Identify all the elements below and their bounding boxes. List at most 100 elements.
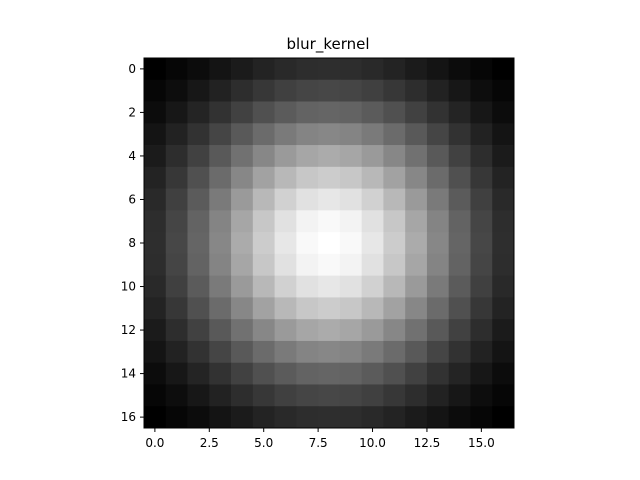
heatmap-cell xyxy=(470,297,493,320)
heatmap-cell xyxy=(470,210,493,233)
heatmap-cell xyxy=(165,58,188,81)
heatmap-cell xyxy=(361,210,384,233)
x-tick-label: 7.5 xyxy=(309,436,328,450)
heatmap-cell xyxy=(448,145,471,168)
heatmap-cell xyxy=(470,340,493,364)
heatmap-cell xyxy=(405,210,428,233)
heatmap-cell xyxy=(318,362,341,385)
heatmap-cell xyxy=(361,340,384,364)
heatmap-cell xyxy=(448,297,471,320)
heatmap-cell xyxy=(209,188,232,211)
heatmap-cell xyxy=(231,362,254,385)
heatmap-cell xyxy=(231,275,254,298)
heatmap-cell xyxy=(165,123,188,146)
heatmap-cell xyxy=(252,188,275,211)
heatmap-cell xyxy=(361,166,384,189)
heatmap-cell xyxy=(252,319,275,342)
heatmap-cell xyxy=(187,58,210,81)
heatmap-cell xyxy=(405,275,428,298)
heatmap-cell xyxy=(361,319,384,342)
heatmap-cell xyxy=(252,297,275,320)
heatmap-cell xyxy=(405,101,428,124)
heatmap-cell xyxy=(383,145,406,168)
heatmap-cell xyxy=(405,362,428,385)
heatmap-cell xyxy=(252,123,275,146)
heatmap-cell xyxy=(492,123,515,146)
heatmap-cell xyxy=(318,275,341,298)
heatmap-cell xyxy=(187,101,210,124)
heatmap-cell xyxy=(274,79,297,102)
heatmap-cell xyxy=(252,362,275,385)
x-tick-label: 10.0 xyxy=(359,436,386,450)
heatmap-cell xyxy=(144,145,167,168)
heatmap-cell xyxy=(405,340,428,364)
heatmap-cell xyxy=(209,319,232,342)
chart-title: blur_kernel xyxy=(286,35,369,54)
heatmap-cell xyxy=(492,362,515,385)
heatmap-cell xyxy=(448,101,471,124)
heatmap-cell xyxy=(318,210,341,233)
heatmap-cell xyxy=(383,210,406,233)
heatmap-cell xyxy=(187,210,210,233)
heatmap-cell xyxy=(231,297,254,320)
heatmap-cell xyxy=(187,166,210,189)
heatmap-cell xyxy=(492,188,515,211)
heatmap-cell xyxy=(209,79,232,102)
heatmap-cell xyxy=(448,166,471,189)
heatmap-cell xyxy=(252,145,275,168)
heatmap-cell xyxy=(274,123,297,146)
heatmap-cell xyxy=(426,362,450,385)
heatmap-cell xyxy=(144,384,167,407)
heatmap-cell xyxy=(426,79,450,102)
heatmap-cell xyxy=(274,406,297,429)
heatmap-cell xyxy=(165,362,188,385)
heatmap-cell xyxy=(318,79,341,102)
heatmap-cell xyxy=(405,253,428,277)
heatmap-cell xyxy=(383,101,406,124)
heatmap-cell xyxy=(405,145,428,168)
heatmap-cell xyxy=(209,166,232,189)
heatmap-cell xyxy=(144,210,167,233)
heatmap-cell xyxy=(426,101,450,124)
heatmap-cell xyxy=(144,340,167,364)
heatmap-cell xyxy=(209,297,232,320)
heatmap-cell xyxy=(231,319,254,342)
heatmap-cell xyxy=(318,319,341,342)
heatmap-cell xyxy=(165,340,188,364)
heatmap-cell xyxy=(296,79,319,102)
heatmap-cell xyxy=(252,253,275,277)
heatmap-cell xyxy=(318,123,341,146)
heatmap-cell xyxy=(361,58,384,81)
heatmap-cell xyxy=(274,319,297,342)
heatmap-cell xyxy=(339,406,363,429)
heatmap-cell xyxy=(144,166,167,189)
heatmap-cell xyxy=(339,384,363,407)
heatmap-cell xyxy=(383,275,406,298)
x-tick-label: 12.5 xyxy=(414,436,441,450)
heatmap-cell xyxy=(144,362,167,385)
heatmap-cell xyxy=(492,319,515,342)
heatmap-cell xyxy=(187,406,210,429)
heatmap-cell xyxy=(187,340,210,364)
heatmap-cell xyxy=(296,384,319,407)
heatmap-cell xyxy=(187,79,210,102)
heatmap-cell xyxy=(405,297,428,320)
heatmap-cell xyxy=(470,384,493,407)
heatmap-cell xyxy=(318,145,341,168)
heatmap-cell xyxy=(426,188,450,211)
heatmap-cell xyxy=(209,58,232,81)
heatmap-cell xyxy=(470,145,493,168)
heatmap-cell xyxy=(426,123,450,146)
heatmap-cell xyxy=(165,101,188,124)
heatmap-cell xyxy=(296,362,319,385)
heatmap-cell xyxy=(470,362,493,385)
heatmap-cell xyxy=(318,58,341,81)
heatmap-cell xyxy=(383,253,406,277)
heatmap-cell xyxy=(492,275,515,298)
heatmap-cell xyxy=(492,58,515,81)
heatmap-cell xyxy=(231,123,254,146)
heatmap-cell xyxy=(339,340,363,364)
heatmap-cell xyxy=(405,406,428,429)
heatmap-cell xyxy=(318,406,341,429)
heatmap-cell xyxy=(492,384,515,407)
